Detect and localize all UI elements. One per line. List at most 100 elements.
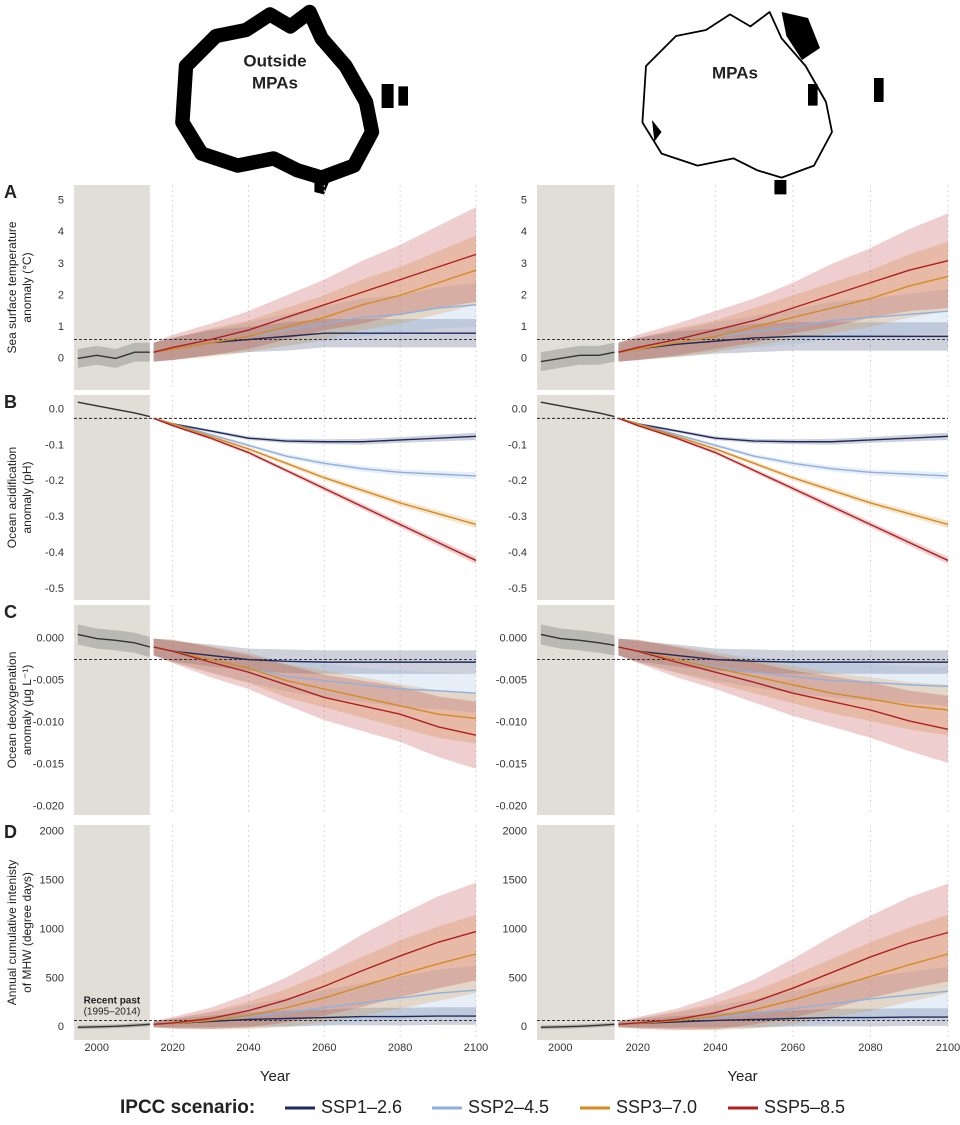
y-tick-label: 1500 [503, 875, 527, 887]
y-tick-label: -0.1 [45, 439, 64, 451]
series-line [153, 417, 477, 477]
uncertainty-band [618, 289, 948, 362]
panel: 0 1 2 3 4 5 A Sea surface temperature anomaly (°… [4, 182, 477, 390]
uncertainty-band [618, 417, 948, 480]
y-axis-label: anomaly (μg L⁻¹) [20, 665, 34, 756]
series-line [153, 417, 477, 562]
y-tick-label: 0 [521, 352, 527, 364]
uncertainty-band [153, 914, 476, 1030]
uncertainty-band [153, 882, 476, 1030]
map-island [314, 182, 329, 195]
y-tick-label: 1000 [503, 923, 527, 935]
uncertainty-band [153, 319, 476, 362]
x-tick-label: 2060 [312, 1042, 336, 1054]
annotation: Recent past [84, 996, 141, 1007]
y-tick-label: 3 [521, 258, 527, 270]
y-tick-label: 0.0 [512, 403, 527, 415]
y-axis-label: Ocean acidification [5, 447, 19, 548]
map-mpa [641, 11, 884, 195]
series-line [153, 417, 477, 526]
uncertainty-band [618, 966, 948, 1030]
legend-label: SSP3–7.0 [616, 1097, 697, 1117]
y-tick-label: -0.1 [508, 439, 527, 451]
panel: 0.0 -0.1 -0.2 -0.3 -0.4 -0.5 [508, 395, 949, 600]
series-line [618, 275, 949, 353]
map-label: MPAs [252, 73, 298, 92]
panel-letter: C [4, 602, 17, 622]
x-axis-label: Year [260, 1068, 290, 1085]
y-tick-label: 500 [509, 972, 527, 984]
y-tick-label: 1000 [40, 923, 64, 935]
map-outside [175, 4, 408, 195]
legend-label: SSP2–4.5 [468, 1097, 549, 1117]
uncertainty-band [618, 1008, 948, 1028]
series-line [153, 646, 476, 663]
x-tick-label: 2100 [464, 1042, 488, 1054]
recent-past-shade [74, 825, 150, 1040]
series-line [153, 646, 477, 720]
uncertainty-band [153, 965, 476, 1029]
recent-past-shade [74, 395, 150, 600]
series-line [77, 633, 151, 648]
x-tick-label: 2020 [160, 1042, 184, 1054]
series-line [153, 269, 477, 353]
x-tick-label: 2020 [626, 1042, 650, 1054]
series-line [618, 417, 949, 562]
y-tick-label: 0 [58, 1021, 64, 1033]
y-tick-label: -0.015 [496, 759, 527, 771]
series-line [77, 351, 150, 360]
y-tick-label: -0.020 [496, 801, 527, 813]
series-line [153, 417, 477, 443]
series-line [540, 401, 615, 418]
uncertainty-band [618, 638, 948, 706]
uncertainty-band [618, 417, 948, 445]
y-tick-label: 2 [58, 289, 64, 301]
map-blob [381, 84, 408, 108]
uncertainty-band [153, 417, 476, 529]
y-tick-label: -0.010 [33, 717, 64, 729]
uncertainty-band [618, 417, 948, 529]
uncertainty-band [153, 417, 476, 480]
x-tick-label: 2080 [388, 1042, 412, 1054]
x-tick-label: 2040 [236, 1042, 260, 1054]
series-line [77, 401, 151, 418]
series-line [618, 931, 949, 1026]
uncertainty-band [153, 235, 476, 362]
x-tick-label: 2060 [781, 1042, 805, 1054]
y-tick-label: 0 [58, 352, 64, 364]
uncertainty-band [618, 638, 948, 736]
series-line [618, 646, 948, 663]
annotation: (1995–2014) [84, 1006, 141, 1017]
panel-letter: A [4, 182, 17, 202]
x-tick-label: 2000 [548, 1042, 572, 1054]
y-axis-label: anomaly (°C) [20, 252, 34, 322]
y-tick-label: -0.5 [508, 583, 527, 595]
y-tick-label: 500 [46, 972, 64, 984]
y-axis-label: Ocean deoxygenation [5, 652, 19, 769]
y-tick-label: 1500 [40, 875, 64, 887]
uncertainty-band [618, 241, 948, 362]
series-line [153, 930, 477, 1026]
panel: 0.000 -0.005 -0.010 -0.015 -0.020 C Ocean deox… [4, 602, 477, 815]
map-label: Outside [243, 51, 306, 70]
legend-title: IPCC scenario: [120, 1097, 255, 1118]
y-tick-label: -0.015 [33, 759, 64, 771]
y-axis-label: of MHW (degree days) [20, 872, 34, 993]
uncertainty-band [618, 638, 948, 763]
y-tick-label: 0 [521, 1021, 527, 1033]
y-axis-label: Sea surface temperature [5, 221, 19, 353]
y-tick-label: -0.010 [496, 717, 527, 729]
y-tick-label: -0.4 [45, 547, 64, 559]
y-tick-label: 5 [58, 195, 64, 207]
panel: 0.0 -0.1 -0.2 -0.3 -0.4 -0.5 B Ocean acidificat… [4, 392, 477, 600]
legend-label: SSP1–2.6 [321, 1097, 402, 1117]
y-tick-label: 0.000 [36, 633, 64, 645]
y-tick-label: -0.2 [45, 475, 64, 487]
uncertainty-band [618, 322, 948, 362]
series-line [618, 260, 949, 353]
recent-past-shade [74, 185, 150, 390]
uncertainty-band [153, 638, 476, 713]
series-line [153, 253, 477, 353]
x-tick-label: 2000 [85, 1042, 109, 1054]
